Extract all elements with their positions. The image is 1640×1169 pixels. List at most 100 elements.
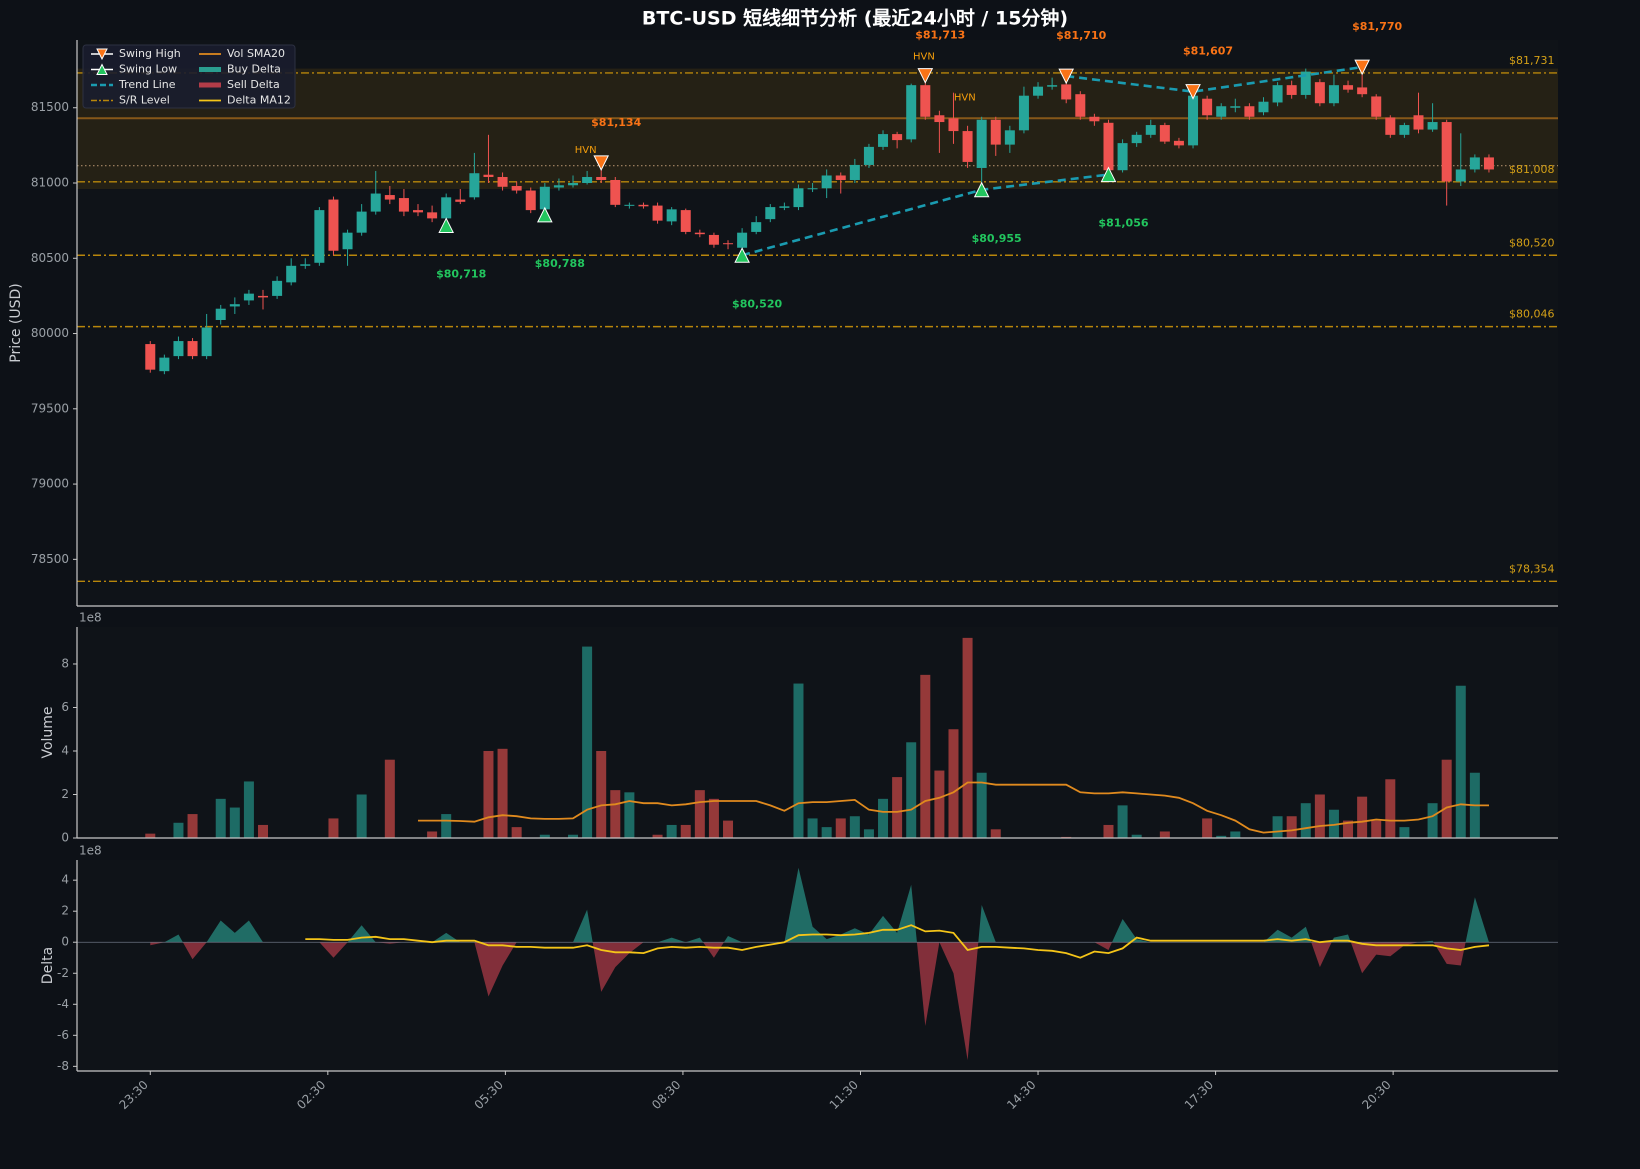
candle-body [962,131,973,162]
y-tick-label: 0 [61,831,69,845]
volume-bar [243,781,254,838]
sr-label: $81,731 [1509,54,1555,67]
hvn-label: HVN [575,145,597,156]
volume-bar [1202,818,1213,838]
y-tick-label: 0 [61,935,69,949]
volume-bar [624,792,635,838]
candle-body [1328,85,1339,104]
candle-body [708,234,719,245]
candle-body [1117,143,1128,171]
y-tick-label: 2 [61,904,69,918]
candle-body [765,207,776,220]
candle-body [314,210,325,263]
candle-body [1455,169,1466,182]
volume-bar [539,834,550,838]
legend-box [82,44,296,109]
volume-bar [1399,827,1410,838]
volume-bar [934,770,945,838]
candle-body [596,176,607,180]
volume-bar [497,748,508,838]
volume-bar [708,798,719,838]
candle-body [582,176,593,184]
candle-body [737,232,748,248]
candle-body [835,175,846,180]
volume-bar [258,824,269,838]
candle-body [793,188,804,208]
candle-body [272,280,283,296]
candle-body [1018,95,1029,131]
volume-bar [1103,824,1114,838]
candle-body [173,341,184,357]
candle-body [906,85,917,140]
volume-bar [1371,820,1382,838]
candle-body [1357,87,1368,95]
volume-bar [596,750,607,838]
legend-label: Buy Delta [227,63,281,76]
legend-label: Delta MA12 [227,94,291,107]
hvn-label: HVN [954,93,976,104]
volume-bar [511,827,522,838]
y-tick-label: 4 [61,743,69,757]
volume-bar [1441,759,1452,838]
swing-high-marker [593,155,610,171]
y-tick-label: -6 [57,1028,69,1042]
candle-body [1286,85,1297,95]
volume-bar [427,831,438,838]
chart-title: BTC-USD 短线细节分析 (最近24小时 / 15分钟) [642,7,1068,30]
y-tick-label: 78500 [31,552,69,566]
y-tick-label: 80000 [31,326,69,340]
volume-bar [723,820,734,838]
candle-body [976,119,987,168]
swing-low-marker [438,217,455,233]
volume-bar [1385,779,1396,838]
swing-high-marker [1185,84,1201,100]
y-axis-label: Delta [40,947,56,984]
candle-body [610,179,621,205]
volume-bar [1300,803,1311,838]
candle-body [1413,115,1424,130]
y-tick-label: 79000 [31,477,69,491]
volume-bar [920,674,931,838]
volume-bar [215,798,226,838]
candle-body [1469,157,1480,170]
candle-body [1314,82,1325,104]
volume-bar [863,829,874,838]
candle-body [243,293,254,301]
swing-low-label: $81,056 [1098,217,1148,230]
candle-body [863,146,874,165]
volume-bar [821,827,832,838]
volume-bar [849,816,860,838]
volume-bar [1328,809,1339,838]
candle-body [497,176,508,187]
candle-body [568,183,579,186]
volume-bar [1343,820,1354,838]
swing-high-label: $81,607 [1183,45,1233,58]
sr-label: $81,008 [1509,163,1555,176]
candle-body [1004,130,1015,145]
legend-label: Swing Low [119,63,177,76]
candle-body [1272,85,1283,103]
candle-body [539,186,550,210]
volume-bar [976,772,987,838]
candle-body [1216,106,1227,117]
volume-bar [145,833,156,838]
swing-low-label: $80,718 [436,267,486,280]
candle-body [751,222,762,232]
candle-body [1300,71,1311,95]
volume-bar [807,818,818,838]
swing-high-label: $81,713 [915,29,965,42]
sr-label: $80,520 [1509,236,1555,249]
volume-bar [483,750,494,838]
candle-body [356,211,367,233]
candle-body [948,118,959,132]
candle-body [1047,85,1058,87]
volume-bar [1286,816,1297,838]
volume-bar [356,794,367,838]
swing-low-label: $80,520 [732,297,782,310]
axis-offset-label: 1e8 [79,844,102,858]
candle-body [1385,117,1396,135]
volume-bar [793,683,804,838]
candle-body [1202,98,1213,116]
plot-area [77,40,1558,606]
legend-label: Trend Line [118,78,176,91]
